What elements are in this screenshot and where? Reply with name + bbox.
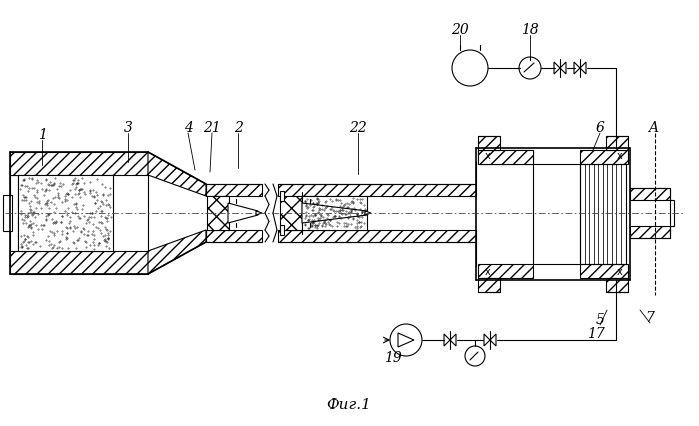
Circle shape: [519, 57, 541, 79]
Polygon shape: [444, 334, 456, 346]
Bar: [18, 175, 113, 251]
Text: A: A: [648, 121, 658, 135]
Bar: [478, 278, 500, 292]
Bar: [206, 184, 262, 196]
Bar: [580, 164, 626, 264]
Bar: [478, 136, 500, 150]
Circle shape: [452, 50, 488, 86]
Bar: [670, 200, 674, 226]
Text: 19: 19: [384, 351, 402, 365]
Circle shape: [390, 324, 422, 356]
Polygon shape: [484, 334, 496, 346]
Polygon shape: [398, 333, 414, 347]
Polygon shape: [302, 203, 367, 223]
Polygon shape: [148, 230, 206, 274]
Bar: [606, 278, 628, 292]
Bar: [10, 251, 148, 274]
Text: 4: 4: [184, 121, 192, 135]
Polygon shape: [365, 211, 371, 215]
Bar: [280, 196, 302, 230]
Polygon shape: [554, 62, 566, 74]
Text: 1: 1: [38, 128, 46, 142]
Text: 20: 20: [451, 23, 469, 37]
Text: x: x: [617, 151, 623, 161]
Bar: [10, 152, 148, 175]
Polygon shape: [256, 211, 262, 215]
Bar: [302, 196, 367, 230]
Text: x: x: [485, 151, 491, 161]
Bar: [10, 175, 18, 251]
Bar: [278, 230, 476, 242]
Bar: [478, 264, 533, 278]
Bar: [630, 226, 670, 238]
Text: 3: 3: [124, 121, 132, 135]
Text: 2: 2: [233, 121, 243, 135]
Text: 17: 17: [587, 327, 605, 341]
Text: Фиг.1: Фиг.1: [326, 398, 371, 412]
Bar: [580, 264, 628, 278]
Polygon shape: [574, 62, 586, 74]
Bar: [630, 188, 670, 200]
Text: x: x: [617, 267, 623, 277]
Bar: [278, 184, 476, 196]
Circle shape: [465, 346, 485, 366]
Polygon shape: [228, 203, 258, 223]
Text: 6: 6: [596, 121, 605, 135]
Bar: [533, 164, 580, 264]
Polygon shape: [148, 152, 206, 196]
Bar: [580, 150, 628, 164]
Text: x: x: [485, 267, 491, 277]
Bar: [207, 196, 229, 230]
Text: 18: 18: [521, 23, 539, 37]
Text: 22: 22: [349, 121, 367, 135]
Text: 5: 5: [596, 313, 605, 327]
Bar: [478, 150, 533, 164]
Text: 7: 7: [646, 311, 654, 325]
Bar: [280, 191, 284, 201]
Bar: [3, 195, 12, 231]
Bar: [206, 230, 262, 242]
Text: 21: 21: [203, 121, 221, 135]
Bar: [478, 150, 533, 164]
Bar: [280, 225, 284, 235]
Bar: [606, 136, 628, 150]
